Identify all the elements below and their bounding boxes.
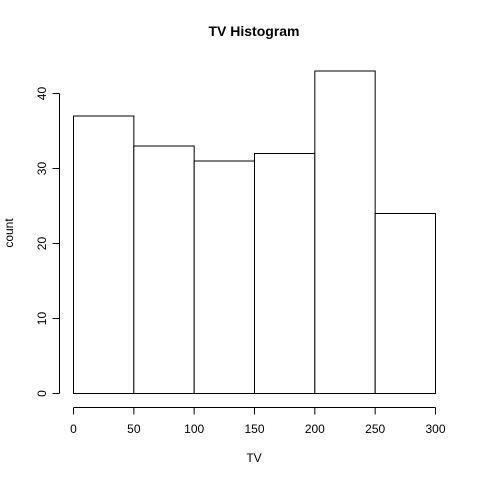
x-tick-label: 200 bbox=[305, 422, 325, 436]
x-tick-label: 250 bbox=[365, 422, 385, 436]
x-axis-label: TV bbox=[246, 451, 261, 465]
y-tick-label: 10 bbox=[35, 312, 49, 326]
y-tick-label: 0 bbox=[35, 390, 49, 397]
histogram-bar bbox=[375, 214, 435, 394]
y-axis: 0 10 20 30 40 bbox=[35, 87, 60, 397]
y-tick-label: 40 bbox=[35, 87, 49, 101]
x-tick-label: 100 bbox=[184, 422, 204, 436]
histogram-bar bbox=[194, 161, 254, 394]
y-tick-label: 20 bbox=[35, 237, 49, 251]
x-tick-label: 0 bbox=[70, 422, 77, 436]
histogram-bar bbox=[315, 71, 375, 394]
y-tick-label: 30 bbox=[35, 162, 49, 176]
bars-group bbox=[74, 71, 436, 394]
x-axis: 0 50 100 150 200 250 300 bbox=[70, 408, 446, 437]
y-axis-label: count bbox=[2, 218, 16, 248]
x-tick-label: 300 bbox=[425, 422, 445, 436]
x-tick-label: 50 bbox=[127, 422, 141, 436]
histogram-bar bbox=[134, 146, 194, 394]
histogram-bar bbox=[255, 154, 315, 394]
chart-title: TV Histogram bbox=[208, 23, 299, 39]
x-tick-label: 150 bbox=[244, 422, 264, 436]
histogram-bar bbox=[74, 116, 134, 394]
